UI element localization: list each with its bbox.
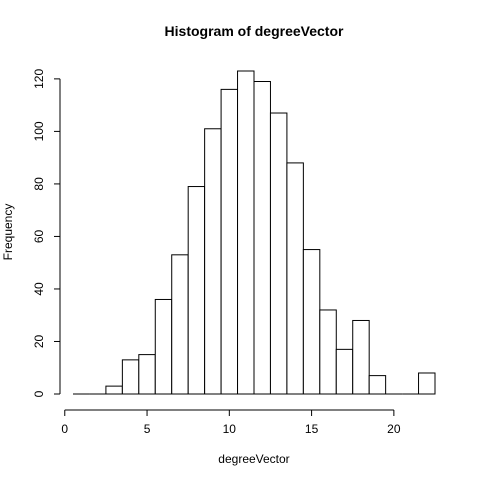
histogram-bar-13: [286, 162, 304, 395]
x-axis: 0 5 10 15 20: [61, 409, 401, 436]
y-axis-label: Frequency: [1, 204, 15, 261]
y-tick-label-100: 100: [32, 121, 46, 141]
y-tick-label-0: 0: [32, 390, 46, 397]
histogram-bar-21: [418, 372, 436, 395]
histogram-bar-3: [121, 359, 140, 395]
histogram-bar-18: [368, 375, 387, 395]
histogram-bar-17: [352, 319, 370, 395]
histogram-bar-8: [204, 128, 222, 395]
histogram-bar-14: [302, 249, 321, 395]
y-tick-label-60: 60: [32, 229, 46, 243]
histogram-bar-11: [253, 81, 271, 395]
y-tick-label-80: 80: [32, 177, 46, 191]
x-tick-label-5: 5: [144, 422, 151, 436]
histogram-bar-7: [187, 186, 206, 395]
x-tick-label-15: 15: [305, 422, 319, 436]
histogram-bar-9: [220, 88, 239, 395]
histogram-bar-15: [319, 309, 337, 395]
histogram-bar-2: [105, 385, 123, 395]
histogram-bar-10: [237, 70, 255, 395]
histogram-bar-16: [335, 348, 354, 395]
y-tick-label-20: 20: [32, 334, 46, 348]
histogram-bar-4: [138, 354, 156, 395]
histogram-bars: [73, 70, 436, 395]
y-tick-label-40: 40: [32, 282, 46, 296]
histogram-bar-5: [154, 298, 173, 395]
y-tick-label-120: 120: [32, 69, 46, 89]
x-tick-label-10: 10: [223, 422, 237, 436]
histogram-bar-12: [269, 112, 288, 395]
y-axis: 0 20 40 60 80 100 120: [32, 69, 61, 397]
x-tick-label-20: 20: [387, 422, 401, 436]
chart-title: Histogram of degreeVector: [165, 23, 344, 39]
x-axis-label: degreeVector: [218, 452, 289, 466]
histogram-bar-6: [171, 254, 189, 395]
x-tick-label-0: 0: [61, 422, 68, 436]
